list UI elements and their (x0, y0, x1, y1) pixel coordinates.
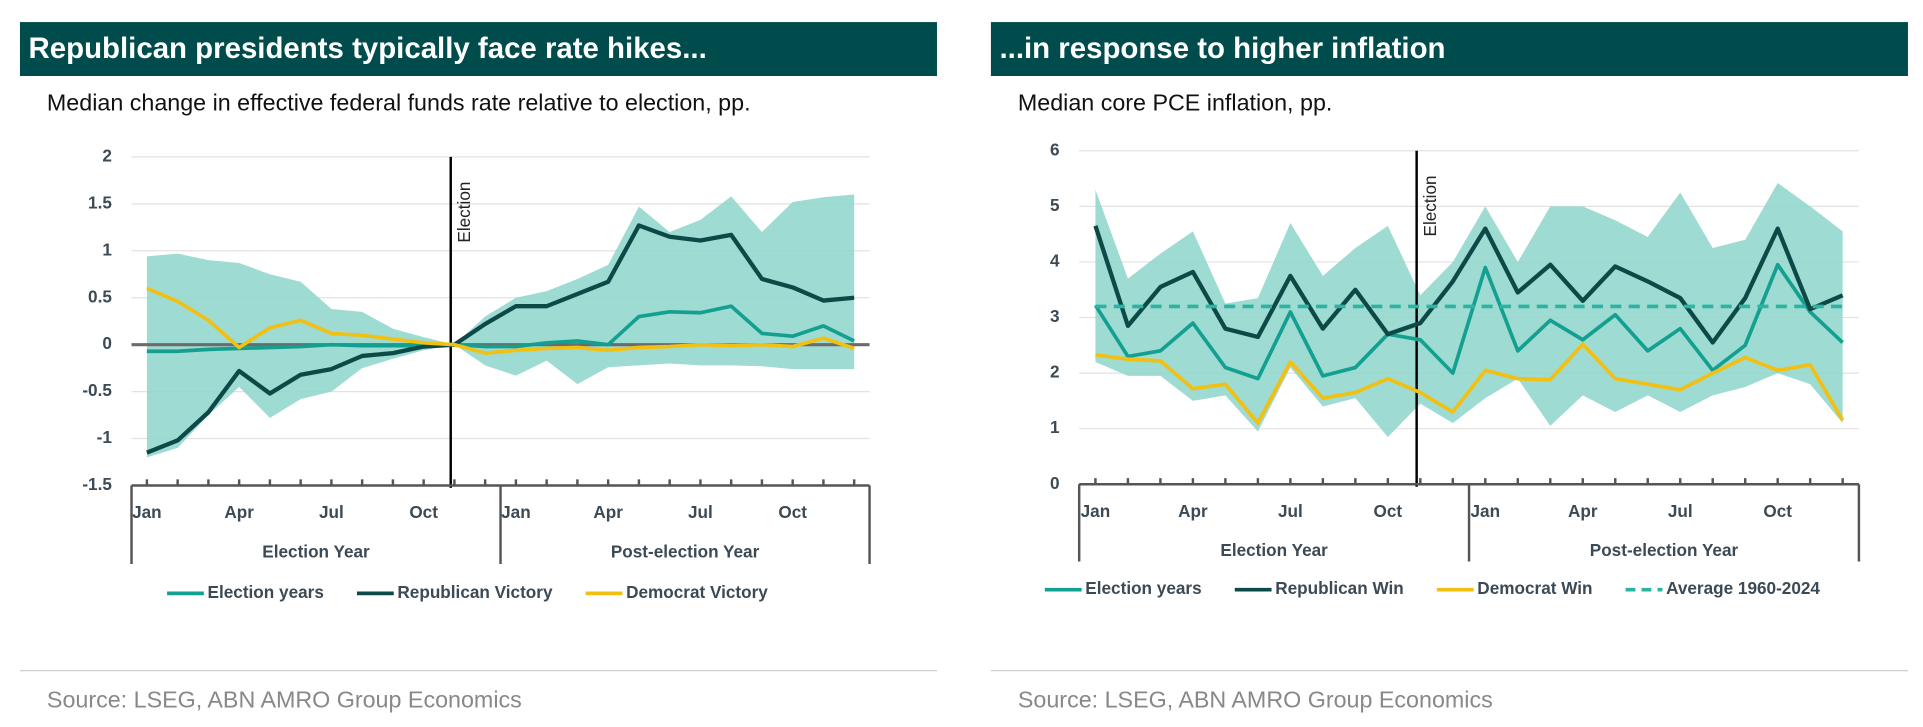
y-tick-label: 2 (1050, 362, 1060, 382)
x-tick-label: Apr (1568, 501, 1598, 521)
legend-label: Democrat Victory (626, 582, 768, 602)
legend-label: Election years (208, 582, 324, 602)
y-tick-label: 1.5 (88, 192, 112, 212)
y-tick-label: 5 (1050, 195, 1060, 215)
series-line (1093, 262, 1844, 381)
y-tick-label: 6 (1050, 139, 1060, 159)
group-label: Election Year (1220, 540, 1328, 560)
legend-label: Republican Win (1275, 578, 1404, 598)
x-tick-label: Jan (1471, 501, 1501, 521)
series-line (1095, 342, 1845, 425)
x-tick-label: Jan (132, 502, 162, 522)
range-band (146, 194, 855, 458)
y-tick-label: 3 (1050, 306, 1060, 326)
x-tick-label: Oct (409, 502, 438, 522)
range-band (1095, 183, 1843, 438)
x-tick-label: Jan (501, 502, 531, 522)
y-tick-label: -1 (97, 427, 113, 447)
group-label: Election Year (262, 541, 370, 561)
y-tick-label: 0 (1050, 473, 1060, 493)
chart-subtitle: Median core PCE inflation, pp. (1018, 89, 1332, 115)
x-tick-label: Jul (1278, 501, 1303, 521)
y-tick-label: 1 (1050, 417, 1060, 437)
x-tick-label: Apr (1178, 501, 1208, 521)
source-note: Source: LSEG, ABN AMRO Group Economics (47, 686, 522, 712)
chart-title: Republican presidents typically face rat… (29, 32, 707, 65)
series-line (146, 304, 855, 354)
series-line (1093, 225, 1844, 345)
y-tick-label: 0.5 (88, 286, 112, 306)
x-tick-label: Jul (319, 502, 344, 522)
y-tick-label: 2 (102, 145, 112, 165)
y-tick-label: -0.5 (82, 380, 112, 400)
x-tick-label: Oct (778, 502, 807, 522)
source-note: Source: LSEG, ABN AMRO Group Economics (1018, 686, 1493, 712)
header-bar (19, 22, 937, 77)
group-label: Post-election Year (1590, 540, 1739, 560)
legend-label: Average 1960-2024 (1666, 578, 1820, 598)
x-tick-label: Jan (1081, 501, 1111, 521)
legend-label: Republican Victory (397, 582, 553, 602)
y-tick-label: 1 (102, 239, 112, 259)
chart-subtitle: Median change in effective federal funds… (47, 89, 751, 115)
annotation-label: Election (1420, 175, 1440, 236)
group-label: Post-election Year (611, 541, 760, 561)
y-tick-label: 4 (1050, 250, 1060, 270)
annotation-label: Election (454, 182, 474, 243)
x-tick-label: Apr (224, 502, 254, 522)
y-tick-label: 0 (102, 333, 112, 353)
x-tick-label: Jul (688, 502, 713, 522)
legend-label: Democrat Win (1477, 578, 1592, 598)
series-line (146, 286, 855, 355)
series-line (146, 223, 855, 455)
x-tick-label: Apr (593, 502, 623, 522)
header-bar (990, 22, 1908, 77)
x-tick-label: Oct (1763, 501, 1792, 521)
y-tick-label: -1.5 (82, 474, 112, 494)
x-tick-label: Oct (1374, 501, 1403, 521)
x-tick-label: Jul (1668, 501, 1693, 521)
legend-label: Election years (1085, 578, 1201, 598)
chart-title: ...in response to higher inflation (1000, 32, 1446, 65)
